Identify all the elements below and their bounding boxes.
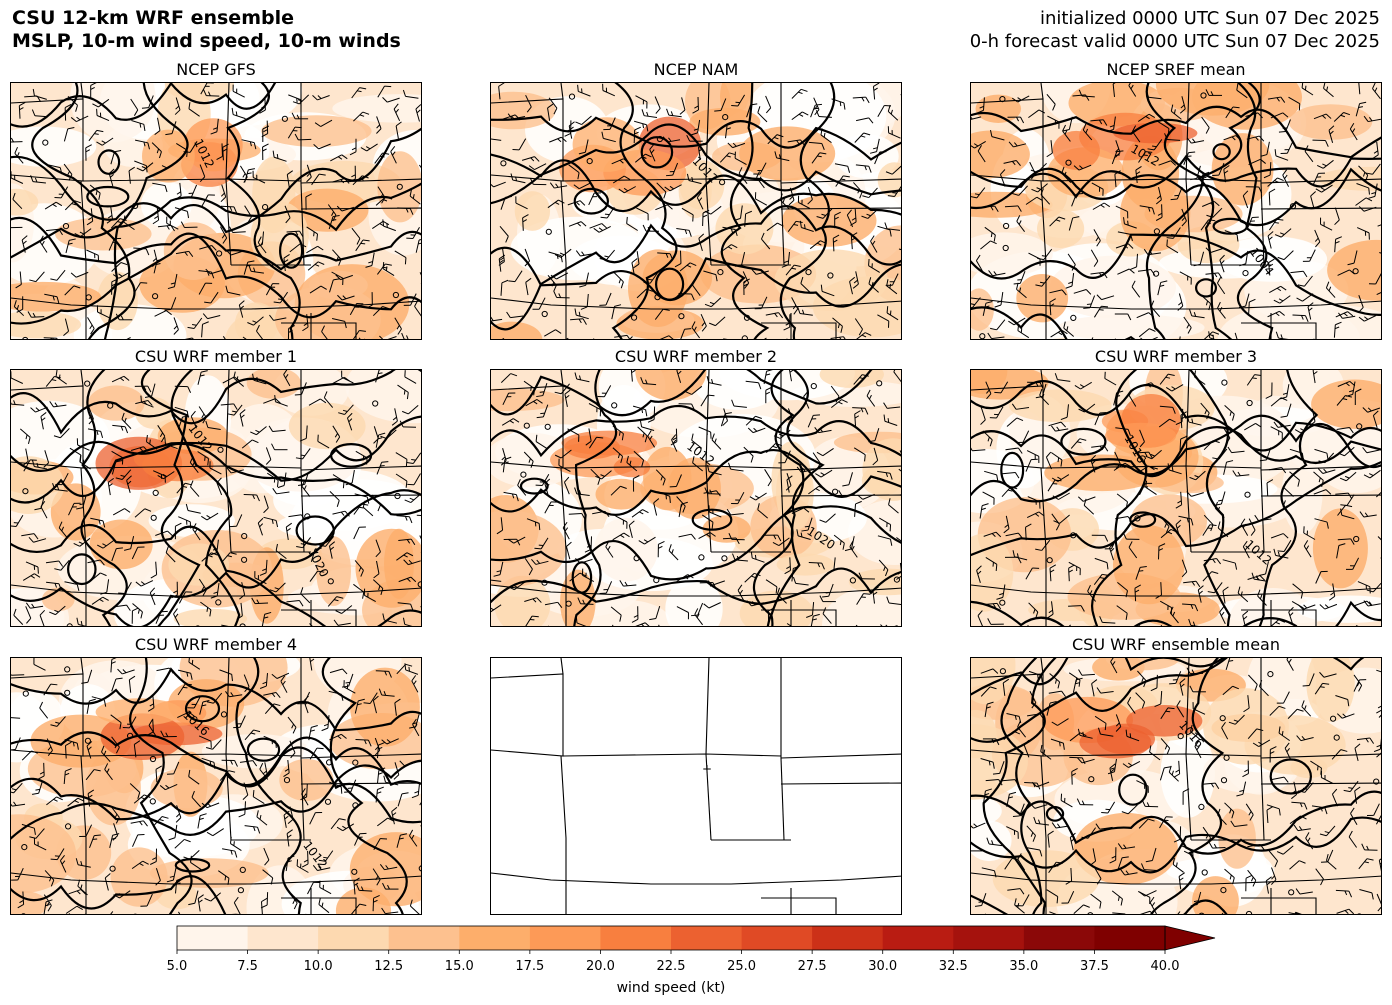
map-panel: 10121004 <box>970 82 1382 340</box>
colorbar-tick-label: 32.5 <box>939 959 968 974</box>
state-border <box>491 674 563 756</box>
figure-title: CSU 12-km WRF ensemble MSLP, 10-m wind s… <box>12 7 401 53</box>
wind-speed-max <box>1053 131 1100 170</box>
wind-speed-area <box>782 195 877 247</box>
colorbar-segment <box>812 926 883 950</box>
panel-title: CSU WRF member 4 <box>10 635 422 654</box>
wind-barb <box>722 339 739 340</box>
wind-speed-area <box>350 668 420 747</box>
panel-title: CSU WRF member 3 <box>970 347 1382 366</box>
wind-speed-max <box>573 117 641 172</box>
wind-speed-area <box>1009 389 1112 422</box>
wind-speed-area <box>1203 688 1289 764</box>
colorbar-tick-label: 30.0 <box>868 959 897 974</box>
colorbar-tick-label: 15.0 <box>445 959 474 974</box>
panel-title: NCEP SREF mean <box>970 60 1382 79</box>
wind-speed-max <box>564 435 620 459</box>
wind-barb <box>306 339 323 340</box>
state-border <box>781 758 784 840</box>
colorbar-extend-arrow <box>1165 926 1215 950</box>
map-svg: 10121004 <box>971 83 1382 340</box>
colorbar-segment <box>1094 926 1165 950</box>
map-panel: + <box>490 657 902 915</box>
title-line-1: CSU 12-km WRF ensemble <box>12 7 401 30</box>
wind-barb <box>1381 374 1382 388</box>
colorbar-tick-label: 7.5 <box>237 959 258 974</box>
colorbar-segment <box>883 926 954 950</box>
wind-barb <box>901 199 902 214</box>
map-svg: 1012 <box>491 83 902 340</box>
state-border <box>491 873 902 884</box>
wind-speed-area <box>643 447 691 510</box>
wind-speed-area <box>1113 525 1185 604</box>
map-svg: 1012 <box>11 83 422 340</box>
colorbar-segment <box>318 926 389 950</box>
colorbar-tick-label: 20.0 <box>586 959 615 974</box>
wind-barb <box>1381 544 1382 561</box>
colorbar-svg: 5.0 7.5 10.0 12.5 15.0 17.5 20.0 22.5 25.0 27.5 30… <box>0 915 1392 1001</box>
state-border <box>706 658 709 754</box>
map-svg: 1016 <box>971 658 1382 915</box>
colorbar-segment <box>953 926 1024 950</box>
state-border <box>561 658 563 674</box>
colorbar-segment <box>389 926 460 950</box>
calm-wind-marker <box>195 626 200 627</box>
colorbar-tick-label: 37.5 <box>1080 959 1109 974</box>
colorbar-segment <box>177 926 248 950</box>
wind-speed-area <box>775 249 889 311</box>
colorbar-tick-label: 27.5 <box>798 959 827 974</box>
wind-speed-area <box>777 553 835 575</box>
panel-title: CSU WRF member 1 <box>10 347 422 366</box>
colorbar-segment <box>530 926 601 950</box>
colorbar-label: wind speed (kt) <box>617 980 726 996</box>
colorbar-segment <box>1024 926 1095 950</box>
figure-time-info: initialized 0000 UTC Sun 07 Dec 2025 0-h… <box>970 7 1380 53</box>
map-panel: 1012 <box>490 82 902 340</box>
wind-speed-area <box>515 191 550 231</box>
init-time: initialized 0000 UTC Sun 07 Dec 2025 <box>970 7 1380 30</box>
colorbar-segment <box>671 926 742 950</box>
map-svg: + <box>491 658 902 915</box>
panel-title: CSU WRF ensemble mean <box>970 635 1382 654</box>
colorbar-segment <box>459 926 530 950</box>
colorbar-tick-label: 12.5 <box>374 959 403 974</box>
colorbar-tick-label: 35.0 <box>1009 959 1038 974</box>
colorbar-tick-label: 22.5 <box>657 959 686 974</box>
map-panel: 1016 <box>970 657 1382 915</box>
colorbar-tick-label: 25.0 <box>727 959 756 974</box>
calm-wind-marker <box>1092 626 1097 627</box>
wind-speed-area <box>289 403 366 449</box>
wind-speed-area <box>976 95 1022 123</box>
state-border <box>781 754 902 758</box>
map-panel: 1012 <box>10 82 422 340</box>
state-border <box>781 783 902 784</box>
title-line-2: MSLP, 10-m wind speed, 10-m winds <box>12 30 401 53</box>
state-border <box>761 898 836 915</box>
colorbar-tick-label: 5.0 <box>167 959 188 974</box>
panel-title: NCEP GFS <box>10 60 422 79</box>
colorbar-tick-label: 10.0 <box>304 959 333 974</box>
colorbar-segment <box>248 926 319 950</box>
station-marker: + <box>702 762 712 776</box>
panel-title: CSU WRF member 2 <box>490 347 902 366</box>
colorbar-segment <box>742 926 813 950</box>
colorbar-segment <box>600 926 671 950</box>
colorbar: 5.0 7.5 10.0 12.5 15.0 17.5 20.0 22.5 25.0 27.5 30… <box>0 915 1392 1001</box>
state-border <box>563 754 781 756</box>
colorbar-tick-label: 17.5 <box>515 959 544 974</box>
state-border <box>561 756 566 915</box>
wind-barb <box>1377 339 1382 340</box>
valid-time: 0-h forecast valid 0000 UTC Sun 07 Dec 2… <box>970 30 1380 53</box>
wind-speed-area <box>309 271 368 300</box>
panel-title: NCEP NAM <box>490 60 902 79</box>
colorbar-tick-label: 40.0 <box>1151 959 1180 974</box>
